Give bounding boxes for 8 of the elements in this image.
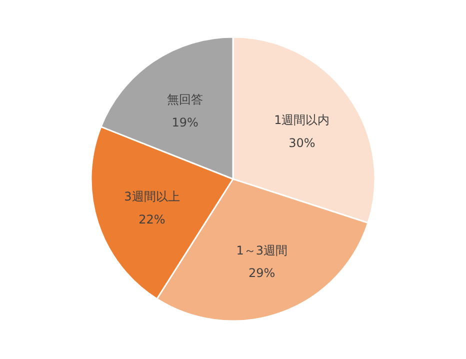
slice-label: 無回答 (167, 92, 204, 107)
data-label: 19% (172, 116, 198, 130)
slice-label: 3週間以上 (124, 190, 180, 204)
slice-label: 1週間以内 (274, 113, 330, 128)
data-label: 29% (248, 266, 276, 280)
slice-label: 1～3週間 (236, 243, 288, 258)
data-label: 30% (288, 136, 316, 150)
data-label: 22% (138, 212, 166, 226)
